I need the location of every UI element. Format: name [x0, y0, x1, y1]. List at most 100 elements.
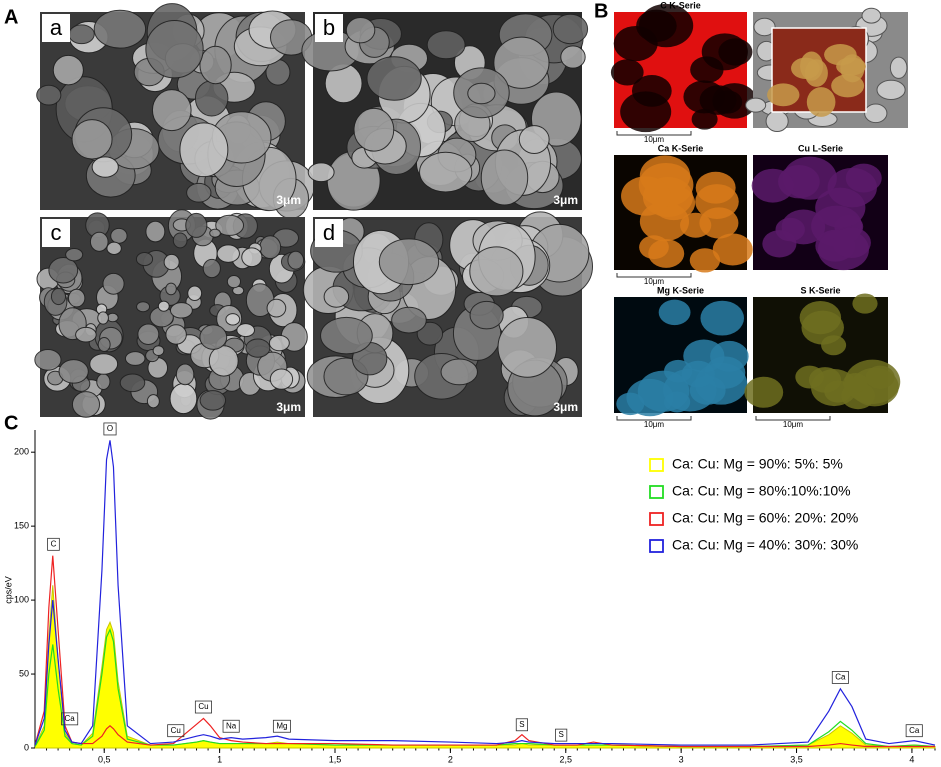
grain — [179, 122, 229, 178]
grain — [169, 382, 198, 415]
label-box — [315, 14, 343, 42]
y-tick-label: 50 — [19, 668, 29, 678]
y-axis-label: cps/eV — [3, 576, 13, 604]
overlay-blob — [767, 83, 800, 107]
grain — [225, 313, 241, 326]
map-blob — [691, 108, 718, 130]
overlay-blob — [804, 59, 828, 87]
grain — [241, 247, 263, 268]
grain — [391, 306, 427, 334]
peak-label: S — [558, 730, 563, 739]
map-blob — [751, 168, 794, 203]
grain — [287, 250, 305, 270]
grain — [199, 390, 227, 411]
plot-area — [35, 440, 936, 749]
peak-label: O — [107, 424, 113, 433]
peak-label-box — [222, 719, 240, 733]
x-tick-label: 1,5 — [329, 754, 342, 764]
peak-label: Na — [226, 721, 237, 730]
grain — [199, 324, 228, 350]
grain — [58, 359, 89, 384]
peak-label-box — [905, 724, 923, 738]
map-blob — [664, 391, 691, 413]
image-label: b — [323, 15, 335, 40]
peak-label: C — [51, 539, 57, 548]
image-label: d — [323, 220, 335, 245]
sem-image: b 3μm — [301, 12, 589, 211]
peak-label: Cu — [171, 726, 181, 735]
legend-label: Ca: Cu: Mg = 80%:10%:10% — [672, 483, 851, 499]
grain — [552, 13, 589, 45]
grain — [137, 323, 160, 345]
grain — [876, 79, 906, 100]
map-blob — [762, 230, 797, 258]
map-title: Cu L-Serie — [798, 143, 843, 153]
grain — [67, 288, 86, 308]
grain — [497, 316, 558, 378]
grain — [102, 272, 125, 295]
map-blob — [610, 59, 644, 86]
map-title: Mg K-Serie — [657, 285, 704, 295]
label-box — [42, 14, 70, 42]
legend-swatch — [649, 539, 664, 553]
map-blob — [689, 248, 721, 273]
scale-bar — [616, 131, 692, 136]
grain — [157, 300, 170, 312]
scale-bar — [616, 416, 692, 421]
grain — [323, 285, 350, 308]
peak-label-box — [831, 671, 849, 684]
grain — [440, 358, 478, 386]
grain — [202, 258, 221, 279]
grain — [136, 301, 151, 313]
grain — [97, 311, 109, 325]
grain — [93, 9, 147, 49]
map-blob — [744, 376, 784, 408]
map-title: Ca K-Serie — [658, 143, 704, 153]
peak-label-box — [103, 422, 117, 436]
eds-map: Cu L-Serie — [751, 143, 888, 271]
peak-label-box — [194, 700, 212, 714]
legend-label: Ca: Cu: Mg = 40%: 30%: 30% — [672, 537, 858, 553]
grain — [889, 56, 908, 79]
map-blob — [710, 340, 749, 372]
grain — [50, 287, 67, 306]
peak-label-box — [272, 719, 291, 733]
line — [35, 555, 935, 748]
peak-label: Cu — [198, 702, 208, 711]
grain — [71, 391, 101, 418]
grain — [199, 45, 232, 85]
grain — [378, 238, 440, 286]
grain — [215, 214, 245, 236]
grain — [426, 30, 466, 60]
map-blob — [699, 85, 737, 115]
x-tick-label: 3,5 — [790, 754, 803, 764]
scale-label: 10μm — [644, 420, 665, 429]
grain — [65, 247, 84, 262]
grain — [89, 353, 119, 375]
label-box — [315, 219, 343, 247]
grain — [89, 231, 109, 252]
line — [35, 440, 936, 746]
grain — [145, 220, 166, 243]
grain — [353, 107, 395, 152]
eds-map: S K-Serie 10μm — [744, 285, 901, 429]
grain — [146, 394, 160, 409]
grain — [34, 348, 62, 371]
grain — [152, 345, 165, 356]
peak-label: Mg — [276, 721, 287, 730]
x-tick-label: 0,5 — [98, 754, 111, 764]
scale-label: 10μm — [644, 135, 665, 144]
y-tick-label: 200 — [14, 447, 29, 457]
y-tick-label: 150 — [14, 521, 29, 531]
grain — [268, 334, 290, 352]
map-blob — [700, 300, 745, 336]
eds-map: Ca K-Serie 10μm — [614, 143, 753, 286]
grain — [96, 373, 111, 391]
overlay-blob — [836, 57, 866, 76]
grain — [169, 302, 193, 319]
map-blob — [821, 335, 847, 356]
scale-bar — [755, 416, 831, 421]
peak-label: Ca — [835, 673, 846, 682]
grain — [518, 125, 550, 154]
